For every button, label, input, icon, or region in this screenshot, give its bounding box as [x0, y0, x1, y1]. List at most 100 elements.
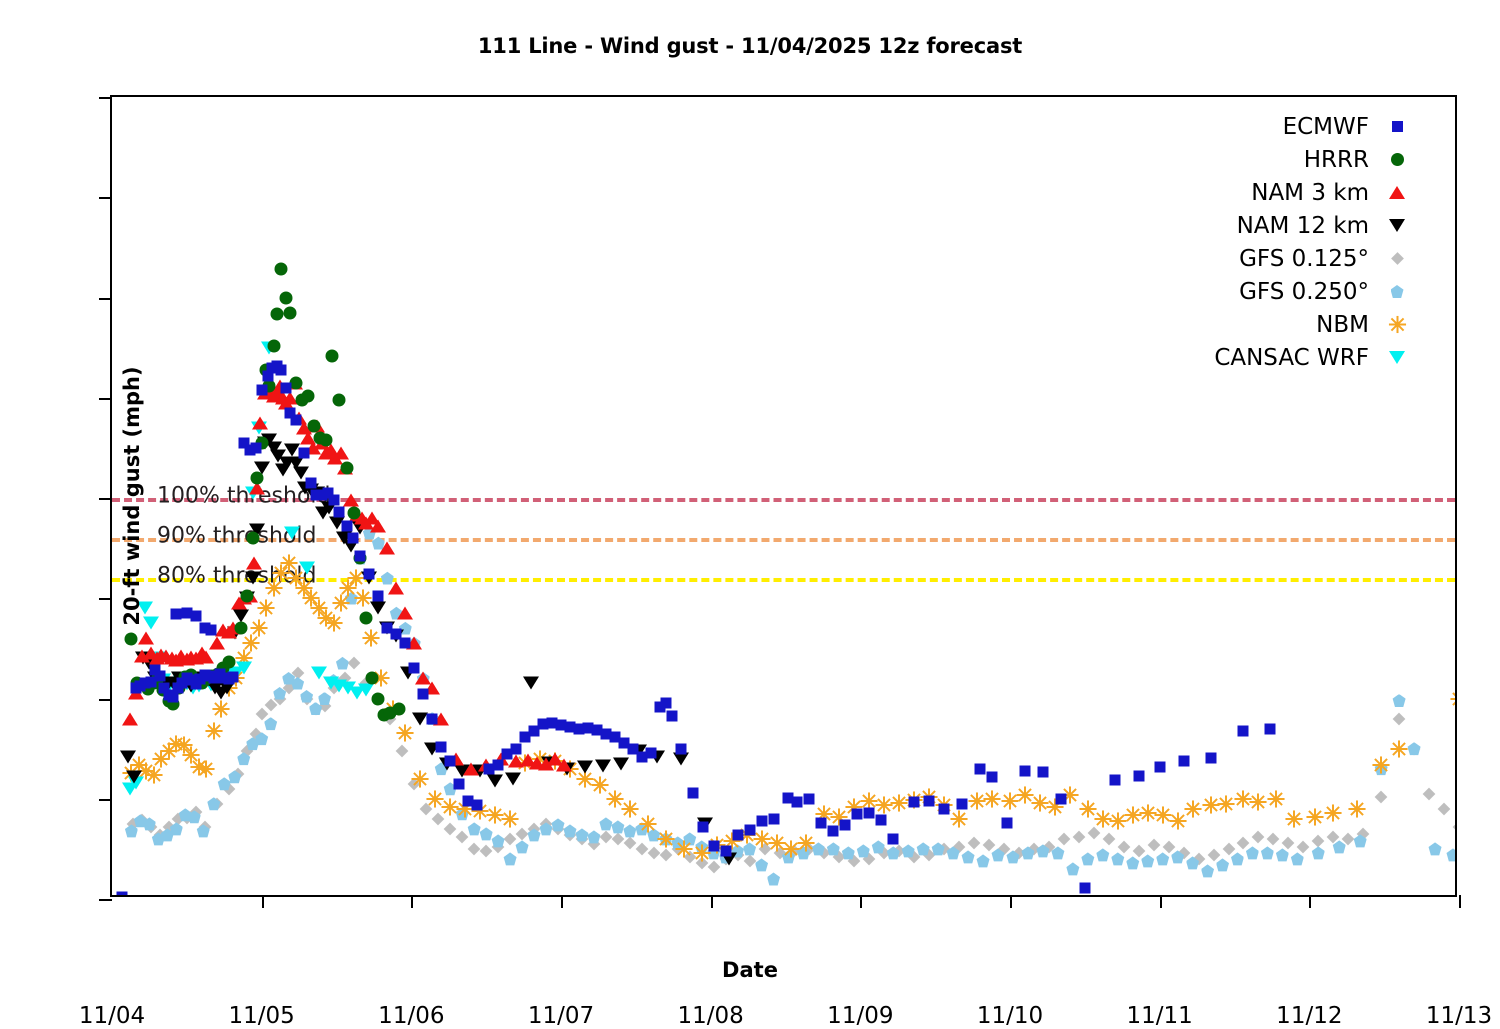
- data-point: [791, 796, 803, 808]
- x-axis-tick-label: 11/06: [378, 1003, 445, 1029]
- data-point: [782, 792, 794, 804]
- data-point: [250, 442, 262, 454]
- data-point: [145, 676, 157, 688]
- data-point: [328, 494, 339, 506]
- data-point: [149, 664, 161, 676]
- legend-marker-triangle-down: [1377, 219, 1417, 232]
- data-point: [271, 360, 283, 372]
- legend-item-gfs-0-250[interactable]: GFS 0.250°: [1185, 275, 1417, 308]
- data-point: [381, 622, 393, 634]
- legend-label: HRRR: [1303, 146, 1369, 173]
- data-point: [827, 825, 839, 837]
- data-point: [158, 682, 170, 694]
- y-axis-tick-mark: [99, 798, 112, 801]
- x-axis-tick-label: 11/04: [78, 1003, 146, 1029]
- data-point: [875, 814, 887, 826]
- data-point: [744, 824, 756, 836]
- data-point: [316, 489, 328, 501]
- data-point: [863, 807, 875, 819]
- data-point: [720, 845, 732, 857]
- data-point: [654, 701, 666, 713]
- data-point: [803, 793, 815, 805]
- legend: ECMWF HRRR NAM 3 km NAM 12 km GFS 0.125° GFS …: [1185, 110, 1417, 374]
- data-point: [1019, 765, 1031, 777]
- data-point: [974, 763, 986, 775]
- data-point: [223, 673, 235, 685]
- data-point: [181, 672, 193, 684]
- legend-item-cansac-wrf[interactable]: CANSAC WRF: [1185, 341, 1417, 374]
- data-point: [1264, 723, 1276, 735]
- legend-marker-square: [1377, 121, 1417, 132]
- y-axis-tick-mark: [99, 97, 112, 99]
- data-point: [510, 743, 522, 755]
- data-point: [444, 755, 456, 767]
- data-point: [986, 771, 998, 783]
- legend-marker-asterisk: [1377, 315, 1417, 334]
- x-axis-tick-label: 11/08: [677, 1003, 744, 1029]
- data-point: [185, 674, 197, 686]
- data-point: [310, 489, 322, 501]
- data-point: [1178, 755, 1190, 767]
- data-point: [154, 670, 166, 682]
- data-point: [170, 608, 182, 620]
- data-point: [564, 721, 576, 733]
- data-point: [1079, 882, 1091, 894]
- data-point: [908, 796, 920, 808]
- x-axis-tick-label: 11/12: [1276, 1003, 1343, 1029]
- page-title: 111 Line - Wind gust - 11/04/2025 12z fo…: [477, 34, 1023, 58]
- data-point: [163, 689, 175, 701]
- x-axis-tick-mark: [1309, 895, 1312, 908]
- data-point: [1055, 793, 1067, 805]
- data-point: [573, 723, 585, 735]
- legend-label: GFS 0.250°: [1239, 278, 1369, 305]
- data-point: [768, 813, 780, 825]
- data-point: [238, 437, 250, 449]
- x-axis-tick-mark: [261, 895, 264, 908]
- data-point: [851, 808, 863, 820]
- y-axis-tick-mark: [99, 397, 112, 400]
- data-point: [262, 370, 274, 382]
- x-axis-tick-label: 11/11: [1126, 1003, 1193, 1029]
- x-axis-tick-mark: [860, 895, 863, 908]
- x-axis-tick-label: 11/10: [976, 1003, 1044, 1029]
- data-point: [1133, 770, 1145, 782]
- threshold-line: [112, 578, 1455, 583]
- legend-item-ecmwf[interactable]: ECMWF: [1185, 110, 1417, 143]
- data-point: [426, 713, 438, 725]
- data-point: [208, 672, 220, 684]
- data-point: [190, 678, 202, 690]
- legend-marker-diamond: [1377, 252, 1417, 265]
- x-axis-tick-mark: [411, 895, 414, 908]
- data-point: [205, 624, 217, 636]
- legend-item-hrrr[interactable]: HRRR: [1185, 143, 1417, 176]
- data-point: [528, 725, 540, 737]
- legend-marker-triangle-up: [1377, 186, 1417, 199]
- data-point: [298, 447, 310, 459]
- legend-item-nbm[interactable]: NBM: [1185, 308, 1417, 341]
- data-point: [341, 520, 353, 532]
- data-point: [645, 747, 657, 759]
- data-point: [627, 743, 639, 755]
- data-point: [172, 682, 184, 694]
- data-point: [938, 803, 950, 815]
- data-point: [1154, 761, 1166, 773]
- data-point: [399, 637, 411, 649]
- data-point: [347, 532, 359, 544]
- y-axis-tick-mark: [99, 698, 112, 701]
- data-point: [280, 382, 292, 394]
- data-point: [305, 477, 317, 489]
- x-axis-tick-label: 11/07: [527, 1003, 595, 1029]
- data-point: [214, 668, 226, 680]
- data-point: [176, 677, 188, 689]
- legend-item-gfs-0-125[interactable]: GFS 0.125°: [1185, 242, 1417, 275]
- data-point: [372, 590, 384, 602]
- data-point: [290, 414, 302, 426]
- data-point: [609, 731, 621, 743]
- legend-item-nam-12-km[interactable]: NAM 12 km: [1185, 209, 1417, 242]
- data-point: [636, 751, 648, 763]
- data-point: [471, 799, 483, 811]
- data-point: [675, 743, 687, 755]
- data-point: [408, 662, 420, 674]
- legend-item-nam-3-km[interactable]: NAM 3 km: [1185, 176, 1417, 209]
- data-point: [322, 487, 334, 499]
